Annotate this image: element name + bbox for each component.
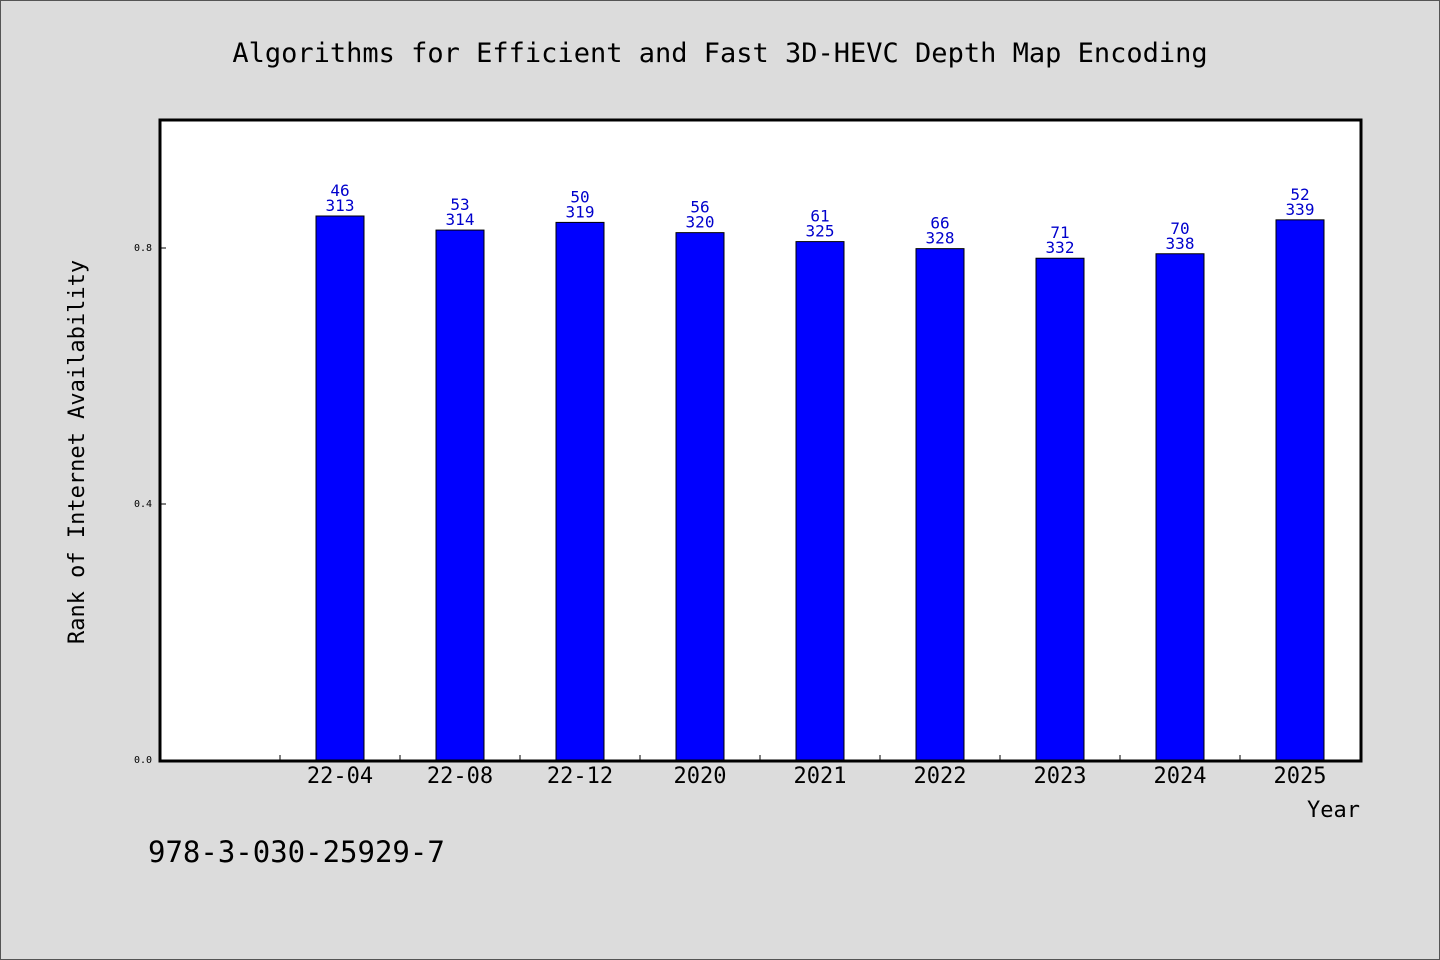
bars-group	[315, 215, 1325, 761]
data-label-bottom: 314	[446, 210, 475, 229]
x-tick-label: 2025	[1274, 764, 1327, 789]
bar	[675, 232, 725, 761]
data-label-top: 71	[1050, 223, 1069, 242]
x-tick-label: 22-04	[307, 764, 373, 789]
data-label-top: 70	[1170, 219, 1189, 238]
data-label-bottom: 328	[926, 229, 955, 248]
data-label-top: 66	[930, 214, 949, 233]
data-label-bottom: 338	[1166, 234, 1195, 253]
x-axis-ticks: 22-04 22-08 22-12 2020 2021 2022 2023 2024 2025	[279, 755, 1361, 789]
chart-title: Algorithms for Efficient and Fast 3D-HEV…	[232, 38, 1207, 69]
data-label-bottom: 320	[686, 213, 715, 232]
bar	[555, 221, 605, 761]
y-tick-label: 0.8	[134, 243, 152, 254]
data-label-top: 56	[690, 198, 709, 217]
x-axis-label: Year	[1307, 798, 1360, 823]
x-tick-label: 2023	[1034, 764, 1087, 789]
isbn-code: 978-3-030-25929-7	[148, 835, 445, 869]
x-tick-label: 2022	[914, 764, 967, 789]
data-label-bottom: 313	[326, 196, 355, 215]
bar	[1155, 253, 1205, 761]
data-label-top: 46	[330, 181, 349, 200]
bar	[915, 248, 965, 761]
x-tick-label: 22-12	[547, 764, 613, 789]
data-label-top: 52	[1290, 185, 1309, 204]
x-tick-label: 2020	[674, 764, 727, 789]
x-tick-label: 2021	[794, 764, 847, 789]
y-tick-label: 0.4	[134, 499, 152, 510]
data-label-bottom: 339	[1286, 200, 1315, 219]
y-axis-ticks: 0.0 0.4 0.8	[134, 243, 166, 766]
x-tick-label: 22-08	[427, 764, 493, 789]
bar	[315, 215, 365, 761]
data-label-top: 61	[810, 207, 829, 226]
data-label-bottom: 319	[566, 202, 595, 221]
bar	[1275, 219, 1325, 761]
y-axis-label: Rank of Internet Availability	[65, 260, 90, 644]
data-label-bottom: 325	[806, 222, 835, 241]
data-label-top: 53	[450, 195, 469, 214]
bar	[435, 229, 485, 761]
bar	[795, 241, 845, 761]
y-tick-label: 0.0	[134, 755, 152, 766]
x-tick-label: 2024	[1154, 764, 1207, 789]
data-label-top: 50	[570, 187, 589, 206]
data-label-bottom: 332	[1046, 238, 1075, 257]
bar	[1035, 257, 1085, 761]
